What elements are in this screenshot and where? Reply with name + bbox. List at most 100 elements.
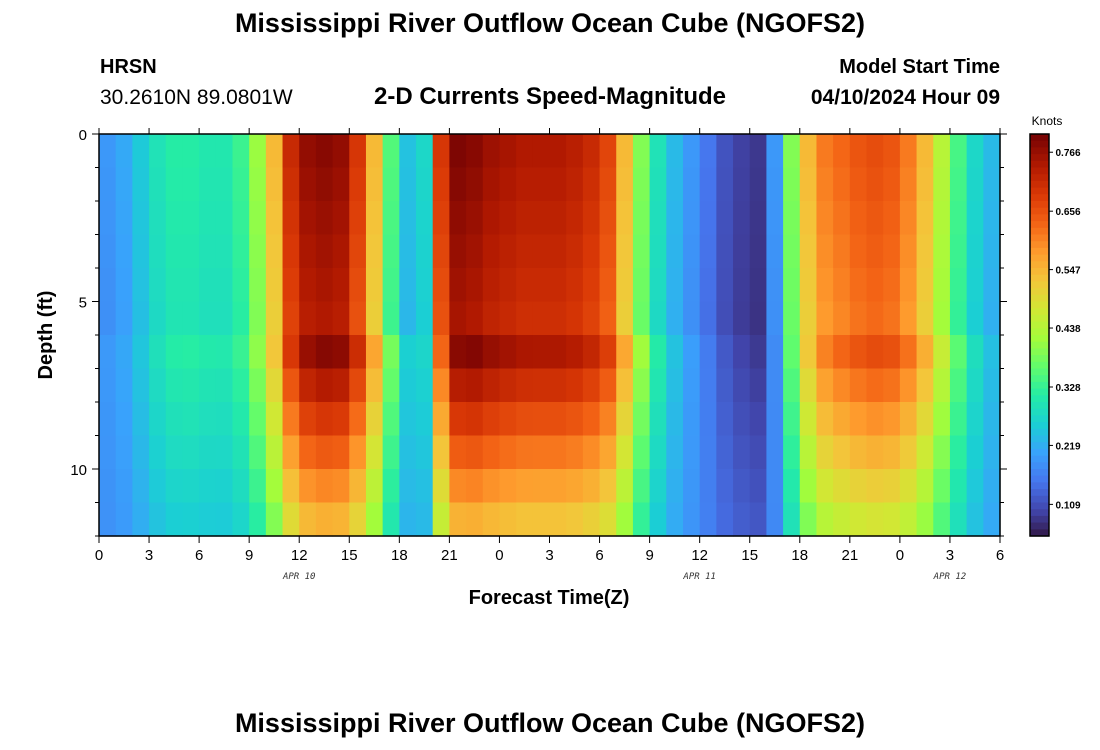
heatmap-cell (833, 335, 851, 370)
heatmap-cell (182, 301, 200, 336)
heatmap-cell (916, 435, 934, 470)
x-tick-label: 6 (595, 547, 603, 564)
heatmap-cell (115, 234, 133, 269)
heatmap-cell (966, 301, 984, 336)
colorbar-segment (1030, 341, 1049, 349)
colorbar-segment (1030, 194, 1049, 202)
heatmap-cell (132, 301, 150, 336)
heatmap-cell (182, 234, 200, 269)
heatmap-cell (666, 502, 684, 537)
heatmap-cell (599, 268, 617, 303)
heatmap-cell (349, 134, 367, 169)
heatmap-cell (532, 301, 551, 336)
colorbar-segment (1030, 448, 1049, 457)
heatmap-cell (866, 234, 884, 269)
heatmap-cell (816, 268, 834, 303)
heatmap-cell (382, 234, 400, 269)
heatmap-cell (949, 368, 968, 403)
colorbar-segment (1030, 241, 1049, 249)
heatmap-cell (549, 435, 567, 470)
heatmap-cell (682, 368, 701, 403)
colorbar-segment (1030, 442, 1049, 450)
heatmap-cell (699, 301, 717, 336)
heatmap-cell (499, 234, 517, 269)
heatmap-cell (799, 435, 818, 470)
heatmap-cell (649, 234, 667, 269)
heatmap-cell (566, 502, 584, 537)
heatmap-cell (365, 469, 384, 504)
heatmap-cell (482, 469, 501, 504)
heatmap-cell (482, 502, 501, 537)
heatmap-cell (749, 469, 768, 504)
heatmap-cell (916, 201, 934, 236)
heatmap-cell (949, 335, 968, 370)
heatmap-cell (816, 167, 834, 202)
heatmap-cell (249, 134, 267, 169)
heatmap-cell (549, 335, 567, 370)
heatmap-cell (315, 435, 334, 470)
heatmap-cell (749, 268, 768, 303)
heatmap-cell (199, 368, 217, 403)
heatmap-cell (883, 502, 901, 537)
heatmap-cell (332, 234, 350, 269)
colorbar-segment (1030, 201, 1049, 209)
colorbar-segment (1030, 314, 1049, 323)
heatmap-cell (649, 435, 667, 470)
colorbar-segment (1030, 368, 1049, 376)
heatmap-cell (432, 402, 450, 437)
heatmap-cell (516, 502, 534, 537)
heatmap-cell (466, 268, 484, 303)
heatmap-cell (582, 469, 601, 504)
x-tick-label: 6 (996, 547, 1004, 564)
heatmap-cell (783, 502, 801, 537)
heatmap-cell (282, 134, 300, 169)
heatmap-cell (916, 469, 934, 504)
colorbar-segment (1030, 174, 1049, 182)
heatmap-cell (532, 502, 551, 537)
heatmap-cell (232, 402, 250, 437)
heatmap-cell (716, 301, 734, 336)
heatmap-cell (199, 502, 217, 537)
heatmap-cell (916, 134, 934, 169)
heatmap-cell (783, 435, 801, 470)
heatmap-cell (282, 435, 300, 470)
heatmap-cell (265, 368, 284, 403)
colorbar-tick-label: 0.656 (1055, 207, 1080, 218)
heatmap-cell (582, 368, 601, 403)
heatmap-cell (416, 301, 434, 336)
heatmap-cell (733, 402, 751, 437)
heatmap-cell (199, 435, 217, 470)
colorbar-tick-label: 0.766 (1055, 148, 1080, 159)
heatmap-cell (733, 234, 751, 269)
heatmap-cell (749, 234, 768, 269)
heatmap-cell (933, 435, 951, 470)
heatmap-cell (249, 402, 267, 437)
heatmap-cell (582, 335, 601, 370)
heatmap-cell (699, 402, 717, 437)
heatmap-cell (115, 201, 133, 236)
heatmap-cell (232, 234, 250, 269)
heatmap-cell (365, 435, 384, 470)
heatmap-cell (783, 301, 801, 336)
heatmap-cell (833, 234, 851, 269)
heatmap-cell (532, 368, 551, 403)
heatmap-cell (582, 134, 601, 169)
heatmap-cell (132, 167, 150, 202)
colorbar-segment (1030, 348, 1049, 356)
heatmap-cell (332, 435, 350, 470)
heatmap-cell (149, 502, 167, 537)
heatmap-cell (783, 134, 801, 169)
heatmap-cell (466, 435, 484, 470)
heatmap-cell (499, 502, 517, 537)
heatmap-cell (215, 134, 234, 169)
heatmap-cell (833, 502, 851, 537)
heatmap-cell (449, 268, 467, 303)
colorbar-segment (1030, 522, 1049, 530)
heatmap-cell (933, 268, 951, 303)
heatmap-cell (382, 134, 400, 169)
heatmap-cell (99, 134, 117, 169)
heatmap-cell (983, 268, 1001, 303)
heatmap-cell (382, 301, 400, 336)
heatmap-cell (966, 134, 984, 169)
heatmap-cell (566, 234, 584, 269)
